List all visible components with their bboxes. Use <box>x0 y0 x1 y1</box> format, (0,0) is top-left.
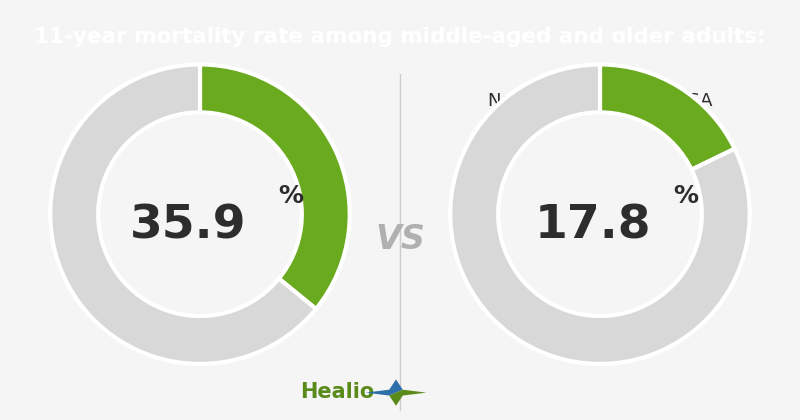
Text: Not colonized with MRSA: Not colonized with MRSA <box>488 92 712 110</box>
Text: 35.9: 35.9 <box>130 204 246 249</box>
Wedge shape <box>200 64 350 309</box>
Wedge shape <box>600 64 734 170</box>
Text: 17.8: 17.8 <box>534 204 650 249</box>
Text: 11-year mortality rate among middle-aged and older adults:: 11-year mortality rate among middle-aged… <box>34 27 766 47</box>
Text: %: % <box>278 184 303 208</box>
Wedge shape <box>450 64 750 364</box>
Polygon shape <box>366 379 402 396</box>
Text: %: % <box>674 184 698 208</box>
Polygon shape <box>390 390 426 406</box>
Text: Healio: Healio <box>300 382 374 402</box>
Wedge shape <box>50 64 316 364</box>
Text: VS: VS <box>375 223 425 256</box>
Text: Colonized with MRSA: Colonized with MRSA <box>105 92 295 110</box>
